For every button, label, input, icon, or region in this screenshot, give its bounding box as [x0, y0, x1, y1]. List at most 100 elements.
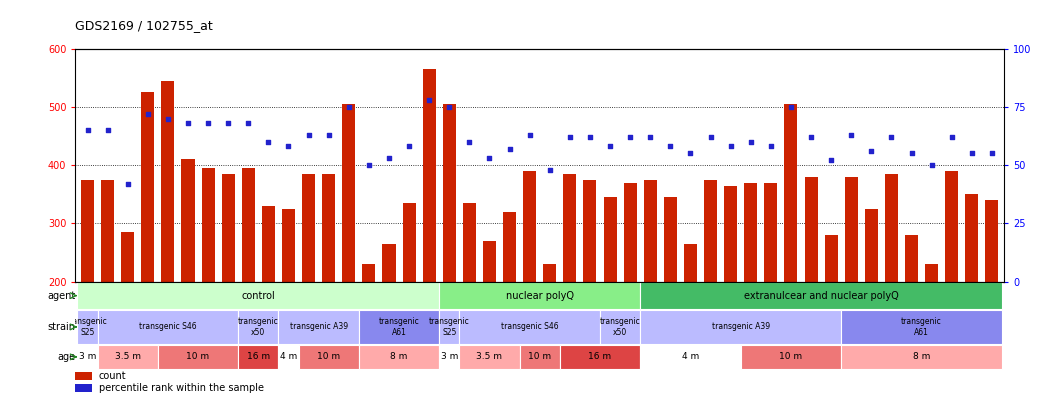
Point — [361, 162, 377, 168]
Point — [542, 166, 559, 173]
Bar — [663, 197, 677, 398]
Bar — [282, 209, 296, 398]
Bar — [439, 282, 640, 309]
Bar — [141, 92, 154, 398]
Point — [803, 134, 820, 141]
Bar — [78, 282, 439, 309]
Point — [461, 139, 478, 145]
Bar — [78, 345, 97, 369]
Point — [783, 104, 800, 110]
Bar — [744, 183, 758, 398]
Text: 16 m: 16 m — [246, 352, 270, 361]
Bar — [358, 310, 439, 343]
Bar — [439, 345, 459, 369]
Text: 10 m: 10 m — [187, 352, 210, 361]
Bar — [81, 180, 94, 398]
Bar — [925, 264, 938, 398]
Bar — [520, 345, 560, 369]
Bar — [75, 384, 92, 392]
Text: transgenic
x50: transgenic x50 — [238, 317, 279, 337]
Point — [260, 139, 277, 145]
Point — [119, 181, 136, 187]
Bar — [564, 174, 576, 398]
Text: 4 m: 4 m — [280, 352, 298, 361]
Point — [481, 155, 498, 161]
Bar — [97, 345, 158, 369]
Point — [903, 150, 920, 157]
Text: 8 m: 8 m — [390, 352, 408, 361]
Bar — [78, 310, 97, 343]
Bar — [503, 212, 516, 398]
Text: 16 m: 16 m — [588, 352, 612, 361]
Text: transgenic A39: transgenic A39 — [289, 322, 348, 331]
Bar — [845, 177, 857, 398]
Bar — [101, 180, 114, 398]
Point — [300, 132, 316, 138]
Bar — [965, 194, 979, 398]
Point — [240, 120, 257, 126]
Bar — [784, 104, 798, 398]
Point — [943, 134, 960, 141]
Bar — [262, 206, 275, 398]
Bar — [842, 345, 1002, 369]
Bar — [358, 345, 439, 369]
Bar — [885, 174, 898, 398]
Text: transgenic
x50: transgenic x50 — [599, 317, 640, 337]
Text: percentile rank within the sample: percentile rank within the sample — [99, 383, 264, 393]
Text: transgenic A39: transgenic A39 — [712, 322, 770, 331]
Bar — [242, 168, 255, 398]
Point — [421, 97, 438, 103]
Point — [200, 120, 217, 126]
Bar — [945, 171, 958, 398]
Text: transgenic
A61: transgenic A61 — [378, 317, 419, 337]
Bar — [459, 345, 520, 369]
Point — [341, 104, 357, 110]
Bar — [302, 174, 315, 398]
Bar — [459, 310, 601, 343]
Point — [722, 143, 739, 150]
Bar — [238, 345, 279, 369]
Bar — [279, 345, 299, 369]
Text: 4 m: 4 m — [682, 352, 699, 361]
Text: 3 m: 3 m — [79, 352, 96, 361]
Point — [702, 134, 719, 141]
Bar — [161, 81, 174, 398]
Point — [923, 162, 940, 168]
Text: age: age — [58, 352, 75, 362]
Point — [682, 150, 699, 157]
Bar — [741, 345, 842, 369]
Text: nuclear polyQ: nuclear polyQ — [506, 291, 573, 301]
Point — [863, 148, 879, 154]
Bar — [865, 209, 878, 398]
Point — [501, 145, 518, 152]
Text: 3.5 m: 3.5 m — [477, 352, 502, 361]
Bar — [560, 345, 640, 369]
Bar — [684, 244, 697, 398]
Text: 3.5 m: 3.5 m — [114, 352, 140, 361]
Text: 8 m: 8 m — [913, 352, 931, 361]
Bar — [158, 345, 238, 369]
Bar — [122, 232, 134, 398]
Bar — [75, 372, 92, 380]
Bar — [643, 180, 657, 398]
Point — [380, 155, 397, 161]
Bar — [523, 171, 537, 398]
Bar — [704, 180, 717, 398]
Point — [441, 104, 458, 110]
Bar — [604, 197, 616, 398]
Text: 3 m: 3 m — [440, 352, 458, 361]
Text: transgenic
A61: transgenic A61 — [901, 317, 942, 337]
Bar — [543, 264, 556, 398]
Bar — [201, 168, 215, 398]
Text: transgenic
S25: transgenic S25 — [67, 317, 108, 337]
Bar — [825, 235, 837, 398]
Bar — [640, 282, 1002, 309]
Point — [321, 132, 337, 138]
Point — [280, 143, 297, 150]
Point — [100, 127, 116, 133]
Point — [602, 143, 618, 150]
Point — [963, 150, 980, 157]
Text: 10 m: 10 m — [528, 352, 551, 361]
Point — [823, 157, 839, 164]
Bar — [624, 183, 637, 398]
